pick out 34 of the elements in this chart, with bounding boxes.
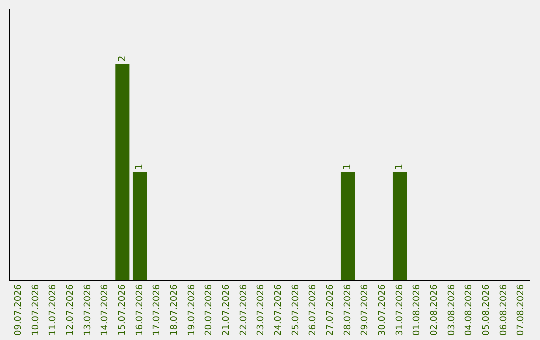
x-tick-label: 07.08.2026 xyxy=(516,284,527,336)
x-tick-label: 31.07.2026 xyxy=(395,284,406,336)
x-tick-label: 27.07.2026 xyxy=(326,284,336,336)
data-label: 2 xyxy=(117,56,128,62)
x-tick-label: 20.07.2026 xyxy=(204,284,215,336)
x-tick-label: 05.08.2026 xyxy=(482,284,492,336)
x-tick-label: 14.07.2026 xyxy=(100,284,111,336)
x-tick-label: 12.07.2026 xyxy=(66,284,76,336)
x-tick-label: 02.08.2026 xyxy=(430,284,440,336)
x-tick-label: 19.07.2026 xyxy=(187,284,198,336)
x-tick-label: 16.07.2026 xyxy=(135,284,146,336)
x-tick-label: 22.07.2026 xyxy=(239,284,250,336)
x-tick-label: 13.07.2026 xyxy=(83,284,94,336)
x-tick-label: 24.07.2026 xyxy=(274,284,284,336)
data-label: 1 xyxy=(342,164,354,170)
x-tick-label: 09.07.2026 xyxy=(14,284,24,336)
x-tick-label: 26.07.2026 xyxy=(308,284,319,336)
x-tick-label: 01.08.2026 xyxy=(412,284,423,336)
x-tick-label: 23.07.2026 xyxy=(256,284,267,336)
x-tick-label: 25.07.2026 xyxy=(291,284,302,336)
x-tick-label: 21.07.2026 xyxy=(222,284,232,336)
data-label: 1 xyxy=(134,164,146,170)
x-tick-label: 30.07.2026 xyxy=(378,284,388,336)
x-tick-label: 11.07.2026 xyxy=(48,284,59,336)
x-tick-label: 17.07.2026 xyxy=(152,284,163,336)
x-tick-label: 15.07.2026 xyxy=(118,284,128,336)
data-label: 1 xyxy=(394,164,406,170)
x-tick-label: 29.07.2026 xyxy=(360,284,371,336)
x-tick-label: 04.08.2026 xyxy=(464,284,475,336)
x-tick-label: 06.08.2026 xyxy=(499,284,510,336)
x-tick-label: 10.07.2026 xyxy=(31,284,42,336)
x-tick-label: 18.07.2026 xyxy=(170,284,180,336)
x-tick-label: 03.08.2026 xyxy=(447,284,458,336)
x-tick-label: 28.07.2026 xyxy=(343,284,354,336)
